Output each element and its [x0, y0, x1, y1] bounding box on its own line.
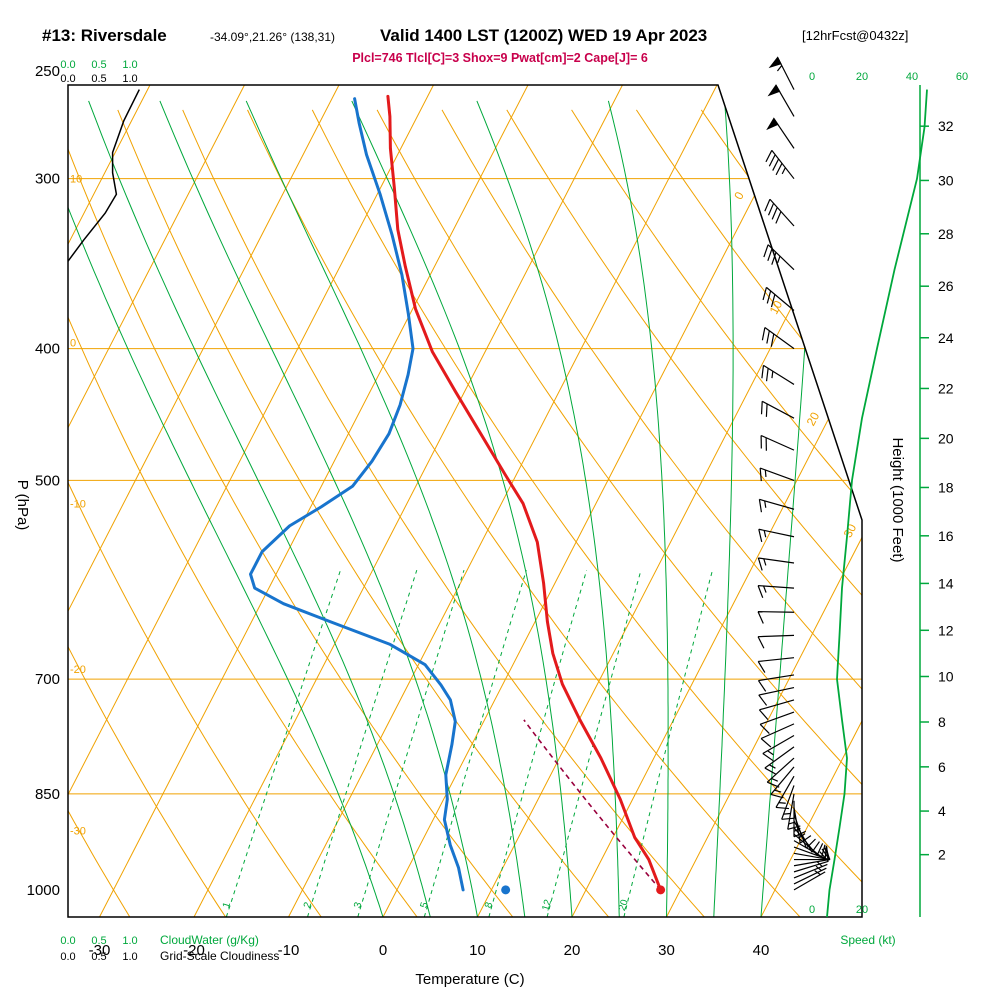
- svg-text:14: 14: [938, 575, 954, 591]
- svg-text:40: 40: [906, 71, 918, 83]
- svg-text:0: 0: [809, 71, 815, 83]
- svg-text:-20: -20: [70, 664, 86, 676]
- svg-text:0.5: 0.5: [91, 59, 106, 71]
- dewpoint-curve: [249, 97, 465, 892]
- svg-text:0.0: 0.0: [60, 59, 75, 71]
- sounding-profiles: [68, 89, 666, 895]
- svg-text:20: 20: [856, 904, 868, 916]
- svg-text:1: 1: [221, 901, 233, 910]
- svg-text:0.5: 0.5: [91, 951, 106, 963]
- svg-text:400: 400: [35, 341, 60, 358]
- svg-text:2: 2: [938, 847, 946, 863]
- svg-text:10: 10: [469, 942, 486, 959]
- surface-temp-dot: [656, 885, 666, 895]
- surface-dewpoint-dot: [501, 885, 511, 895]
- svg-text:700: 700: [35, 671, 60, 688]
- svg-text:12: 12: [938, 622, 954, 638]
- svg-text:-20: -20: [183, 942, 205, 959]
- svg-text:24: 24: [938, 330, 954, 346]
- svg-text:4: 4: [938, 803, 946, 819]
- svg-text:Height (1000 Feet): Height (1000 Feet): [889, 437, 906, 562]
- svg-text:0.5: 0.5: [91, 935, 106, 947]
- svg-text:3: 3: [352, 901, 364, 910]
- svg-text:0: 0: [809, 904, 815, 916]
- svg-text:32: 32: [938, 118, 954, 134]
- svg-text:Speed (kt): Speed (kt): [840, 933, 895, 947]
- svg-text:0.0: 0.0: [60, 951, 75, 963]
- svg-text:P (hPa): P (hPa): [14, 480, 31, 531]
- cloudiness-curve: [68, 89, 140, 262]
- svg-text:2: 2: [302, 901, 314, 910]
- indices-line: Plcl=746 Tlcl[C]=3 Shox=9 Pwat[cm]=2 Cap…: [352, 51, 648, 65]
- svg-text:-10: -10: [70, 499, 86, 511]
- svg-text:300: 300: [35, 171, 60, 188]
- svg-text:5: 5: [419, 901, 431, 910]
- svg-text:0.0: 0.0: [60, 73, 75, 85]
- svg-text:16: 16: [938, 528, 954, 544]
- svg-text:8: 8: [483, 901, 495, 910]
- svg-text:20: 20: [564, 942, 581, 959]
- svg-text:0: 0: [70, 338, 76, 350]
- svg-text:60: 60: [956, 71, 968, 83]
- svg-text:-30: -30: [70, 825, 86, 837]
- svg-text:20: 20: [856, 71, 868, 83]
- svg-text:40: 40: [753, 942, 770, 959]
- svg-text:850: 850: [35, 786, 60, 803]
- chart-header: #13: Riversdale -34.09°,21.26° (138,31) …: [0, 24, 1000, 74]
- valid-time: Valid 1400 LST (1200Z) WED 19 Apr 2023: [380, 26, 708, 45]
- svg-text:18: 18: [938, 479, 954, 495]
- svg-text:8: 8: [938, 714, 946, 730]
- svg-text:-30: -30: [89, 942, 111, 959]
- temperature-curve: [386, 94, 663, 892]
- svg-text:10: 10: [70, 174, 82, 186]
- svg-text:26: 26: [938, 278, 954, 294]
- svg-text:0: 0: [379, 942, 387, 959]
- svg-text:1.0: 1.0: [122, 59, 137, 71]
- svg-text:250: 250: [35, 63, 60, 80]
- station-coords: -34.09°,21.26° (138,31): [210, 30, 336, 44]
- svg-text:10: 10: [938, 668, 954, 684]
- forecast-tag: [12hrFcst@0432z]: [802, 28, 909, 43]
- svg-text:10: 10: [767, 298, 786, 317]
- station-title: #13: Riversdale: [42, 26, 167, 45]
- svg-text:20: 20: [938, 430, 954, 446]
- grid-lines: [68, 85, 862, 917]
- speed-axis: 0 20 40 60 0 20 Speed (kt): [809, 71, 968, 947]
- svg-text:30: 30: [658, 942, 675, 959]
- svg-text:22: 22: [938, 380, 954, 396]
- svg-text:28: 28: [938, 226, 954, 242]
- svg-text:1.0: 1.0: [122, 73, 137, 85]
- svg-text:20: 20: [804, 410, 823, 429]
- wind-speed-curve: [826, 89, 928, 918]
- svg-text:0.0: 0.0: [60, 935, 75, 947]
- svg-text:1.0: 1.0: [122, 951, 137, 963]
- svg-text:6: 6: [938, 759, 946, 775]
- parcel-path: [523, 719, 662, 891]
- svg-text:30: 30: [938, 172, 954, 188]
- svg-text:0: 0: [731, 189, 747, 202]
- svg-text:20: 20: [617, 898, 631, 912]
- svg-text:Temperature (C): Temperature (C): [415, 971, 524, 988]
- svg-text:1000: 1000: [27, 882, 60, 899]
- svg-text:500: 500: [35, 472, 60, 489]
- svg-text:Grid-Scale Cloudiness: Grid-Scale Cloudiness: [160, 949, 279, 963]
- svg-text:0.5: 0.5: [91, 73, 106, 85]
- wind-barbs: [757, 56, 831, 891]
- svg-text:-10: -10: [278, 942, 300, 959]
- svg-text:1.0: 1.0: [122, 935, 137, 947]
- svg-text:12: 12: [540, 898, 554, 912]
- plot-border: [67, 84, 863, 918]
- svg-text:CloudWater (g/Kg): CloudWater (g/Kg): [160, 933, 259, 947]
- svg-text:30: 30: [841, 521, 860, 540]
